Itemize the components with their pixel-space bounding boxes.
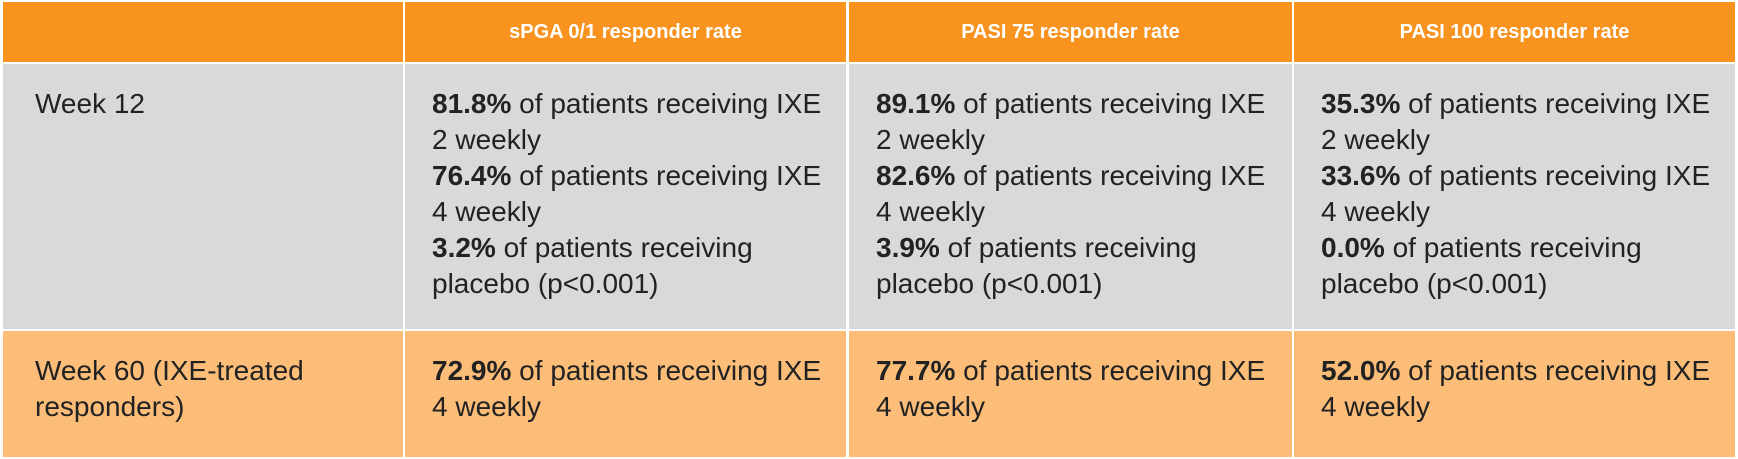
week60-spga-cell: 72.9% of patients receiving IXE 4 weekly: [405, 331, 846, 457]
week12-spga-ixe2-text: of patients receiving IXE 2 weekly: [432, 88, 822, 155]
header-pasi75-cell: PASI 75 responder rate: [849, 2, 1292, 62]
row-week60-label-cell: Week 60 (IXE-treated responders): [3, 331, 403, 457]
week12-pasi100-ixe4-text: of patients receiving IXE 4 weekly: [1321, 160, 1711, 227]
week12-spga-ixe4-pct: 76.4%: [432, 160, 512, 191]
week12-pasi100-placebo-entry: 0.0% of patients receiving placebo (p<0.…: [1321, 230, 1715, 302]
week60-pasi75-ixe4-pct: 77.7%: [876, 355, 956, 386]
week12-pasi100-ixe4-entry: 33.6% of patients receiving IXE 4 weekly: [1321, 158, 1715, 230]
row-week12-label-cell: Week 12: [3, 64, 403, 329]
week12-pasi100-placebo-pct: 0.0%: [1321, 232, 1385, 263]
week12-pasi75-ixe4-entry: 82.6% of patients receiving IXE 4 weekly: [876, 158, 1272, 230]
week12-pasi75-ixe2-pct: 89.1%: [876, 88, 956, 119]
week12-spga-ixe2-pct: 81.8%: [432, 88, 512, 119]
week60-pasi100-ixe4-entry: 52.0% of patients receiving IXE 4 weekly: [1321, 353, 1715, 425]
week60-spga-ixe4-pct: 72.9%: [432, 355, 512, 386]
week12-spga-ixe4-text: of patients receiving IXE 4 weekly: [432, 160, 822, 227]
week12-spga-ixe2-entry: 81.8% of patients receiving IXE 2 weekly: [432, 86, 826, 158]
week12-spga-ixe4-entry: 76.4% of patients receiving IXE 4 weekly: [432, 158, 826, 230]
week12-pasi75-ixe4-text: of patients receiving IXE 4 weekly: [876, 160, 1266, 227]
week12-pasi100-ixe2-pct: 35.3%: [1321, 88, 1401, 119]
week12-pasi100-ixe4-pct: 33.6%: [1321, 160, 1401, 191]
week12-pasi100-ixe2-entry: 35.3% of patients receiving IXE 2 weekly: [1321, 86, 1715, 158]
week12-pasi75-placebo-entry: 3.9% of patients receiving placebo (p<0.…: [876, 230, 1272, 302]
header-corner-cell: [3, 2, 403, 62]
week60-pasi75-cell: 77.7% of patients receiving IXE 4 weekly: [849, 331, 1292, 457]
week60-pasi100-ixe4-pct: 52.0%: [1321, 355, 1401, 386]
header-spga-label: sPGA 0/1 responder rate: [509, 20, 742, 43]
header-pasi100-label: PASI 100 responder rate: [1399, 20, 1630, 43]
week12-pasi100-cell: 35.3% of patients receiving IXE 2 weekly…: [1294, 64, 1735, 329]
week60-pasi75-ixe4-text: of patients receiving IXE 4 weekly: [876, 355, 1266, 422]
header-pasi100-cell: PASI 100 responder rate: [1294, 2, 1735, 62]
week60-pasi100-cell: 52.0% of patients receiving IXE 4 weekly: [1294, 331, 1735, 457]
week12-pasi100-placebo-text: of patients receiving placebo (p<0.001): [1321, 232, 1642, 299]
week12-pasi75-ixe2-text: of patients receiving IXE 2 weekly: [876, 88, 1266, 155]
week60-spga-ixe4-text: of patients receiving IXE 4 weekly: [432, 355, 822, 422]
week12-pasi75-ixe2-entry: 89.1% of patients receiving IXE 2 weekly: [876, 86, 1272, 158]
row-week12-label: Week 12: [35, 88, 145, 119]
week12-pasi75-placebo-pct: 3.9%: [876, 232, 940, 263]
week12-pasi75-cell: 89.1% of patients receiving IXE 2 weekly…: [849, 64, 1292, 329]
week60-pasi100-ixe4-text: of patients receiving IXE 4 weekly: [1321, 355, 1711, 422]
header-spga-cell: sPGA 0/1 responder rate: [405, 2, 846, 62]
week60-pasi75-ixe4-entry: 77.7% of patients receiving IXE 4 weekly: [876, 353, 1272, 425]
week12-spga-placebo-text: of patients receiving placebo (p<0.001): [432, 232, 753, 299]
week12-spga-placebo-pct: 3.2%: [432, 232, 496, 263]
week12-spga-cell: 81.8% of patients receiving IXE 2 weekly…: [405, 64, 846, 329]
row-week60-label: Week 60 (IXE-treated responders): [35, 355, 304, 422]
week60-spga-ixe4-entry: 72.9% of patients receiving IXE 4 weekly: [432, 353, 826, 425]
week12-pasi100-ixe2-text: of patients receiving IXE 2 weekly: [1321, 88, 1711, 155]
header-pasi75-label: PASI 75 responder rate: [961, 20, 1180, 43]
week12-pasi75-placebo-text: of patients receiving placebo (p<0.001): [876, 232, 1197, 299]
week12-pasi75-ixe4-pct: 82.6%: [876, 160, 956, 191]
week12-spga-placebo-entry: 3.2% of patients receiving placebo (p<0.…: [432, 230, 826, 302]
